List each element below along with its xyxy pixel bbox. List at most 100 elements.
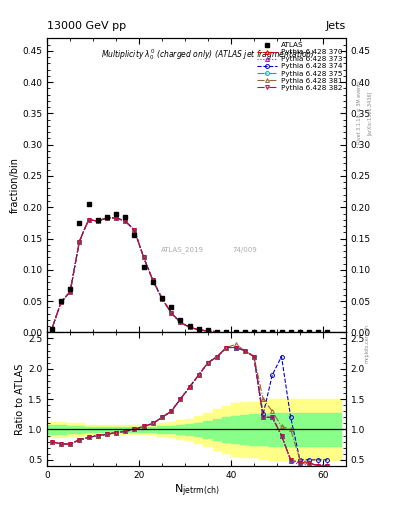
Pythia 6.428 374 [141, 254, 146, 260]
Pythia 6.428 381 [50, 326, 54, 332]
Text: 74/009: 74/009 [232, 247, 257, 253]
Pythia 6.428 375 [178, 319, 183, 326]
ATLAS [105, 214, 109, 220]
Pythia 6.428 381 [95, 218, 100, 224]
Pythia 6.428 381 [169, 310, 174, 316]
Pythia 6.428 375 [95, 218, 100, 224]
Pythia 6.428 374 [196, 327, 201, 333]
Pythia 6.428 373 [77, 239, 82, 245]
Text: Multiplicity $\lambda_0^0$ (charged only) (ATLAS jet fragmentation): Multiplicity $\lambda_0^0$ (charged only… [101, 47, 315, 62]
Text: Rivet 3.1.10, ≥ 3M events: Rivet 3.1.10, ≥ 3M events [357, 81, 362, 144]
ATLAS [261, 329, 266, 335]
Pythia 6.428 375 [206, 328, 210, 334]
Pythia 6.428 382 [215, 329, 220, 335]
Text: Jets: Jets [325, 21, 346, 31]
ATLAS [224, 329, 229, 335]
Y-axis label: Ratio to ATLAS: Ratio to ATLAS [15, 364, 25, 435]
Pythia 6.428 375 [86, 217, 91, 223]
Pythia 6.428 373 [141, 254, 146, 260]
Pythia 6.428 382 [105, 215, 109, 221]
Pythia 6.428 374 [215, 329, 220, 335]
ATLAS [242, 329, 247, 335]
Pythia 6.428 381 [132, 227, 137, 233]
Pythia 6.428 370 [151, 278, 155, 284]
Pythia 6.428 374 [123, 218, 128, 224]
X-axis label: N$_{\mathregular{jetrm(ch)}}$: N$_{\mathregular{jetrm(ch)}}$ [174, 482, 219, 499]
Pythia 6.428 370 [141, 254, 146, 260]
Pythia 6.428 370 [160, 295, 164, 302]
Pythia 6.428 375 [77, 239, 82, 245]
Pythia 6.428 374 [114, 215, 118, 221]
ATLAS [151, 279, 155, 285]
Pythia 6.428 373 [215, 329, 220, 335]
Pythia 6.428 374 [187, 324, 192, 330]
Text: mcplots.cern.ch: mcplots.cern.ch [365, 324, 370, 362]
ATLAS [132, 232, 137, 239]
Pythia 6.428 375 [50, 326, 54, 332]
Pythia 6.428 375 [215, 329, 220, 335]
Pythia 6.428 370 [86, 217, 91, 223]
Pythia 6.428 381 [114, 215, 118, 221]
Pythia 6.428 373 [196, 327, 201, 333]
Pythia 6.428 373 [206, 328, 210, 334]
Pythia 6.428 382 [141, 254, 146, 260]
Pythia 6.428 374 [178, 319, 183, 326]
Pythia 6.428 381 [68, 289, 72, 295]
Pythia 6.428 373 [169, 310, 174, 316]
Pythia 6.428 382 [169, 310, 174, 316]
Pythia 6.428 375 [187, 324, 192, 330]
Pythia 6.428 373 [114, 215, 118, 221]
Pythia 6.428 373 [59, 299, 63, 305]
ATLAS [196, 326, 201, 332]
ATLAS [279, 329, 284, 335]
Pythia 6.428 382 [151, 278, 155, 284]
ATLAS [288, 329, 293, 335]
Pythia 6.428 375 [105, 215, 109, 221]
Pythia 6.428 375 [151, 278, 155, 284]
Pythia 6.428 374 [59, 299, 63, 305]
Pythia 6.428 382 [68, 289, 72, 295]
Pythia 6.428 381 [187, 324, 192, 330]
Pythia 6.428 381 [105, 215, 109, 221]
Pythia 6.428 373 [50, 326, 54, 332]
ATLAS [215, 329, 220, 335]
Line: Pythia 6.428 374: Pythia 6.428 374 [50, 216, 219, 334]
Line: Pythia 6.428 370: Pythia 6.428 370 [50, 216, 219, 334]
Pythia 6.428 382 [187, 324, 192, 330]
Pythia 6.428 381 [141, 254, 146, 260]
Text: 13000 GeV pp: 13000 GeV pp [47, 21, 126, 31]
Pythia 6.428 373 [105, 215, 109, 221]
Pythia 6.428 375 [169, 310, 174, 316]
Pythia 6.428 370 [68, 289, 72, 295]
Legend: ATLAS, Pythia 6.428 370, Pythia 6.428 373, Pythia 6.428 374, Pythia 6.428 375, P: ATLAS, Pythia 6.428 370, Pythia 6.428 37… [255, 40, 343, 92]
ATLAS [206, 327, 210, 333]
Line: Pythia 6.428 382: Pythia 6.428 382 [50, 216, 219, 334]
Pythia 6.428 374 [50, 326, 54, 332]
Pythia 6.428 373 [95, 218, 100, 224]
Pythia 6.428 370 [105, 215, 109, 221]
Text: [arXiv:1306.3436]: [arXiv:1306.3436] [367, 91, 372, 135]
ATLAS [233, 329, 238, 335]
ATLAS [141, 264, 146, 270]
ATLAS [252, 329, 256, 335]
Pythia 6.428 370 [59, 299, 63, 305]
ATLAS [316, 329, 321, 335]
ATLAS [68, 286, 72, 292]
Pythia 6.428 382 [77, 239, 82, 245]
Pythia 6.428 382 [178, 319, 183, 326]
Pythia 6.428 375 [141, 254, 146, 260]
Pythia 6.428 381 [206, 328, 210, 334]
Pythia 6.428 370 [206, 328, 210, 334]
Line: Pythia 6.428 375: Pythia 6.428 375 [50, 216, 219, 334]
ATLAS [95, 217, 100, 223]
Pythia 6.428 382 [206, 328, 210, 334]
Pythia 6.428 373 [151, 278, 155, 284]
Pythia 6.428 374 [169, 310, 174, 316]
Pythia 6.428 370 [187, 324, 192, 330]
Pythia 6.428 374 [206, 328, 210, 334]
Pythia 6.428 374 [68, 289, 72, 295]
Pythia 6.428 382 [59, 299, 63, 305]
Pythia 6.428 375 [114, 215, 118, 221]
Pythia 6.428 375 [132, 227, 137, 233]
ATLAS [169, 304, 174, 310]
